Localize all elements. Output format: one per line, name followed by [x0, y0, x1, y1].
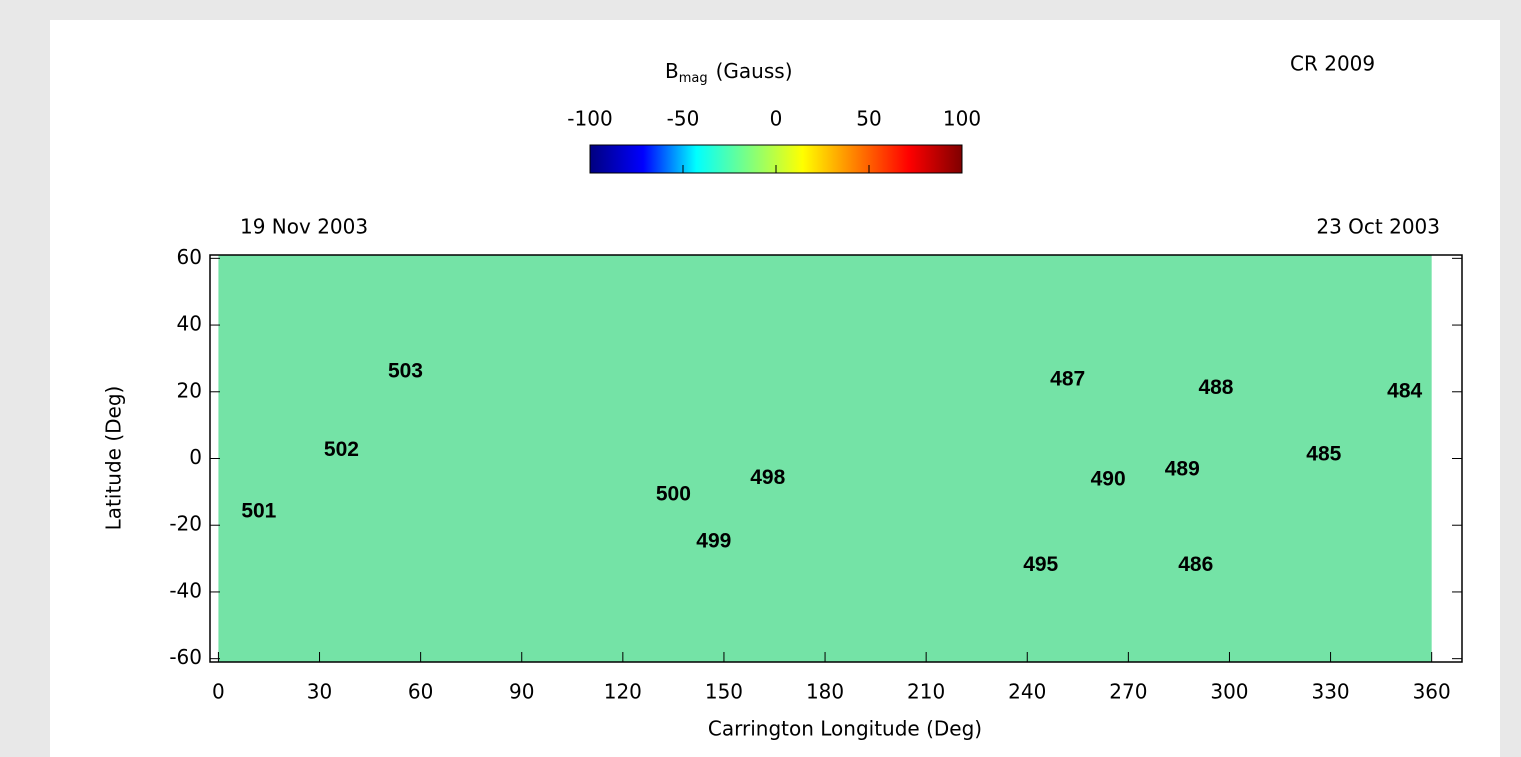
colorbar-tick-label: -50	[667, 107, 700, 131]
x-tick-label: 0	[212, 680, 225, 704]
y-tick-label: 20	[177, 378, 202, 402]
x-tick-label: 360	[1413, 680, 1451, 704]
x-tick-label: 150	[705, 680, 743, 704]
region-label: 503	[388, 359, 423, 382]
region-label: 486	[1178, 553, 1213, 576]
region-label: 485	[1306, 443, 1341, 466]
colorbar-tick-label: 0	[770, 107, 783, 131]
y-tick-label: -60	[169, 645, 202, 669]
colorbar-tick-label: -100	[567, 107, 612, 131]
x-tick-label: 330	[1311, 680, 1349, 704]
x-axis-label: Carrington Longitude (Deg)	[708, 717, 982, 741]
x-tick-label: 300	[1210, 680, 1248, 704]
region-label: 499	[696, 529, 731, 552]
y-tick-label: 60	[177, 245, 202, 269]
y-tick-label: 40	[177, 312, 202, 336]
region-label: 500	[656, 483, 691, 506]
region-label: 495	[1023, 553, 1058, 576]
region-label: 498	[750, 466, 785, 489]
y-axis-label: Latitude (Deg)	[102, 386, 126, 531]
x-tick-label: 180	[806, 680, 844, 704]
colorbar-tick-label: 50	[856, 107, 881, 131]
x-tick-label: 270	[1109, 680, 1147, 704]
map-background	[218, 255, 1432, 662]
region-label: 484	[1387, 379, 1422, 402]
chart-title: CR 2009	[1290, 52, 1375, 76]
date-left: 19 Nov 2003	[240, 215, 368, 239]
colorbar-tick-label: 100	[943, 107, 981, 131]
region-label: 501	[241, 499, 276, 522]
x-tick-label: 60	[408, 680, 433, 704]
x-tick-label: 30	[307, 680, 332, 704]
x-tick-label: 240	[1008, 680, 1046, 704]
x-tick-label: 210	[907, 680, 945, 704]
y-tick-label: 0	[189, 445, 202, 469]
x-tick-label: 120	[604, 680, 642, 704]
y-tick-label: -40	[169, 578, 202, 602]
region-label: 487	[1050, 368, 1085, 391]
region-label: 488	[1198, 376, 1233, 399]
region-label: 490	[1091, 468, 1126, 491]
x-tick-label: 90	[509, 680, 534, 704]
date-right: 23 Oct 2003	[1316, 215, 1440, 239]
region-label: 502	[324, 438, 359, 461]
y-tick-label: -20	[169, 512, 202, 536]
colorbar-title: Bmag (Gauss)	[665, 59, 793, 86]
region-label: 489	[1165, 458, 1200, 481]
